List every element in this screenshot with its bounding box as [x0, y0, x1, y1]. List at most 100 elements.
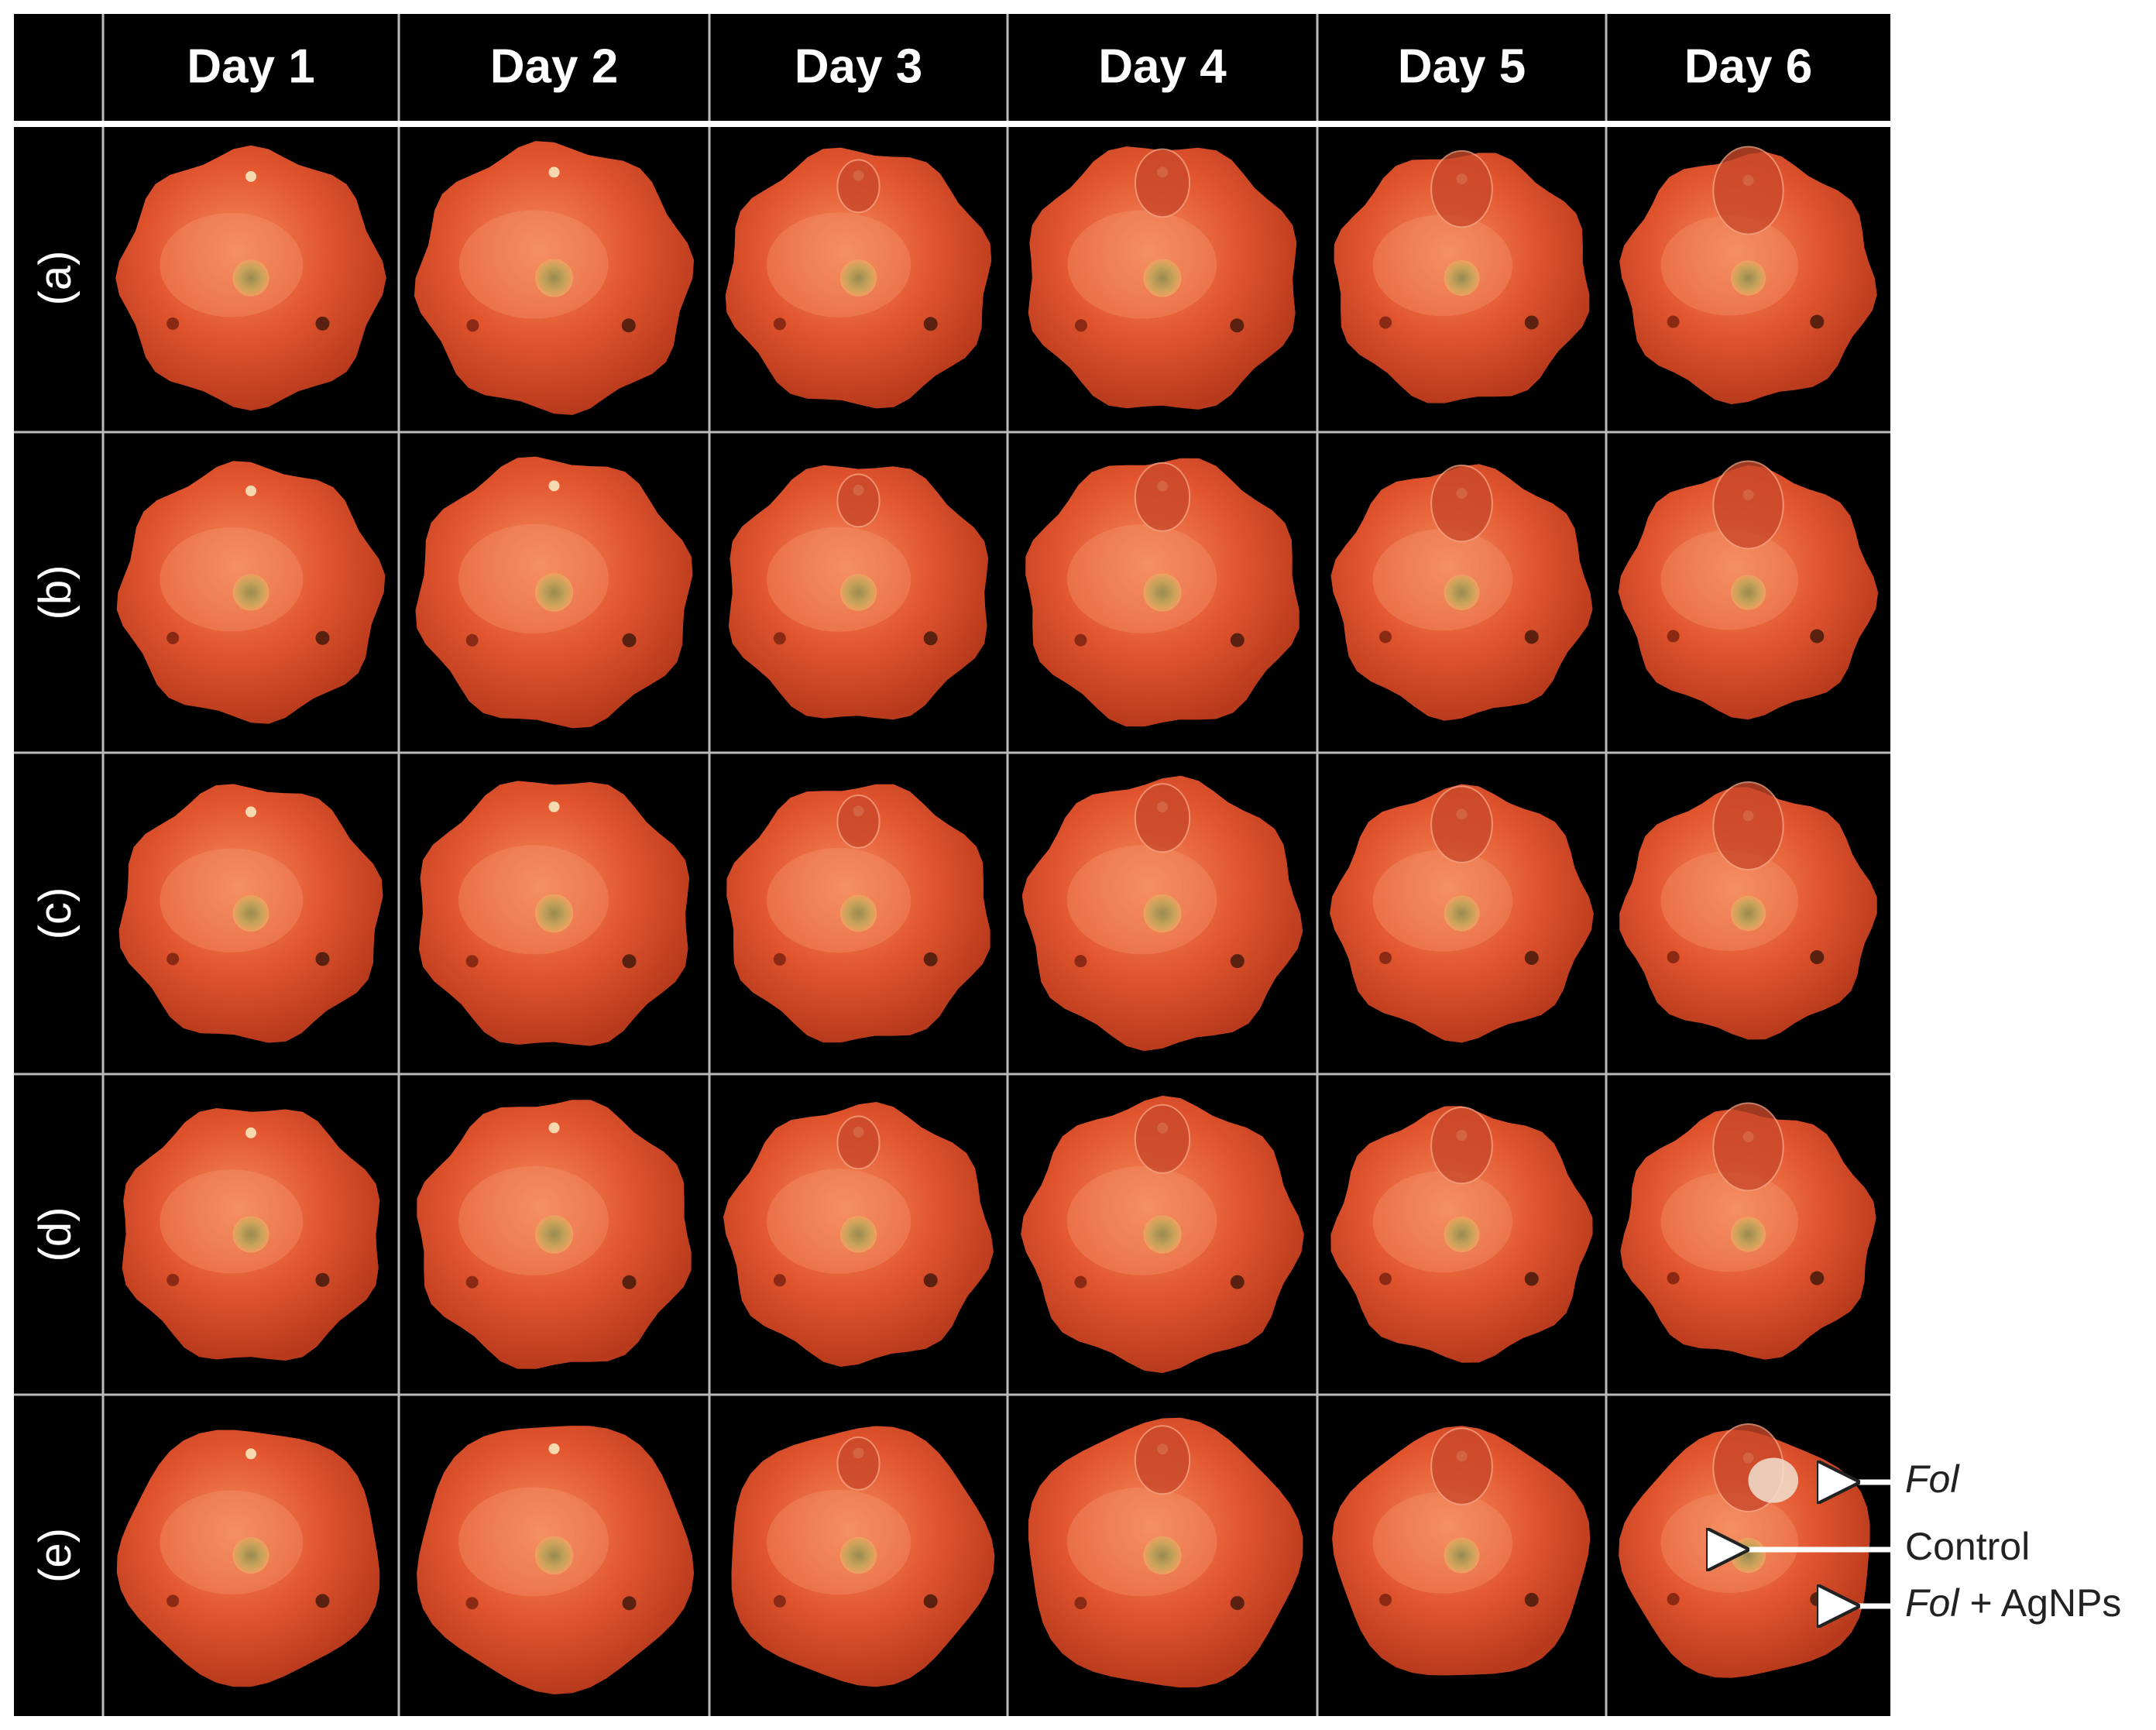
tomato: [1028, 1417, 1303, 1688]
tomato-highlight: [766, 847, 911, 953]
annotation-text: + AgNPs: [1969, 1581, 2121, 1625]
tomato-highlight: [458, 1165, 609, 1275]
tomato-highlight: [1372, 528, 1513, 631]
tomato-highlight: [1066, 1487, 1217, 1597]
tomato: [725, 147, 992, 409]
inoculation-point: [1810, 314, 1825, 329]
inoculation-point: [622, 1275, 637, 1289]
tomato-highlight: [160, 527, 304, 632]
inoculation-point: [315, 630, 330, 645]
inoculation-point: [773, 318, 786, 331]
tomato: [414, 141, 695, 415]
inoculation-point: [1524, 1592, 1539, 1607]
tomato: [1619, 146, 1877, 404]
inoculation-point: [1667, 630, 1680, 643]
inoculation-point: [548, 1443, 560, 1454]
inoculation-point: [245, 170, 256, 182]
lesion: [1712, 1102, 1784, 1192]
lesion: [1430, 1106, 1493, 1185]
inoculation-point: [1810, 629, 1825, 644]
stem-scar: [232, 574, 270, 611]
stem-scar: [1444, 1217, 1480, 1252]
stem-scar: [1730, 1217, 1766, 1252]
column-header: Day 1: [187, 39, 314, 93]
lesion: [1430, 785, 1493, 863]
inoculation-point: [548, 480, 560, 492]
inoculation-point: [1524, 630, 1539, 644]
tomato-highlight: [160, 1490, 304, 1594]
stem-scar: [1444, 260, 1480, 296]
tomato: [731, 1426, 995, 1687]
tomato: [417, 1100, 692, 1369]
fungal-growth: [1748, 1457, 1799, 1503]
inoculation-point: [315, 1272, 330, 1287]
stem-scar: [1444, 1537, 1480, 1574]
tomato: [116, 1430, 380, 1687]
tomato-highlight: [1066, 1166, 1217, 1275]
inoculation-point: [773, 1594, 786, 1608]
inoculation-point: [315, 952, 330, 966]
inoculation-point: [773, 953, 786, 966]
inoculation-point: [1074, 319, 1087, 332]
tomato: [415, 456, 693, 729]
inoculation-point: [923, 1594, 938, 1608]
inoculation-point: [1379, 1272, 1392, 1285]
row-label: (d): [30, 1207, 81, 1262]
tomato-highlight: [1372, 1170, 1513, 1273]
tomato: [726, 784, 990, 1043]
stem-scar: [232, 1216, 270, 1253]
row-label: (c): [30, 887, 81, 940]
tomato-highlight: [766, 212, 911, 318]
tomato-highlight: [1066, 524, 1217, 633]
inoculation-point: [1379, 1593, 1392, 1606]
stem-scar: [839, 574, 877, 611]
tomato-highlight: [458, 523, 609, 633]
inoculation-point: [1230, 633, 1245, 647]
lesion: [1430, 1427, 1493, 1505]
lesion: [1134, 1104, 1191, 1174]
inoculation-point: [1810, 1592, 1825, 1607]
tomato: [1330, 1106, 1593, 1363]
tomato-highlight: [1660, 1172, 1799, 1272]
tomato: [118, 784, 383, 1043]
lesion: [1712, 460, 1784, 550]
annotation-label: Control: [1905, 1525, 2030, 1568]
tomato: [1620, 1102, 1876, 1360]
annotation-italic: Fol: [1905, 1581, 1960, 1625]
tomato-highlight: [1067, 210, 1217, 319]
tomato: [418, 781, 690, 1046]
inoculation-point: [1379, 316, 1392, 329]
inoculation-point: [245, 1127, 256, 1138]
stem-scar: [534, 573, 574, 612]
tomato: [1025, 458, 1299, 727]
inoculation-point: [315, 1594, 330, 1608]
inoculation-point: [923, 631, 938, 646]
inoculation-point: [621, 318, 636, 333]
lesion: [1430, 149, 1493, 228]
inoculation-point: [465, 1597, 479, 1610]
stem-scar: [534, 259, 574, 297]
stem-scar: [1730, 260, 1766, 296]
inoculation-point: [923, 952, 938, 966]
stem-scar: [839, 259, 877, 297]
tomato: [1619, 781, 1877, 1040]
tomato: [122, 1108, 380, 1361]
inoculation-point: [1667, 1593, 1680, 1606]
inoculation-point: [622, 1596, 637, 1611]
stem-scar: [534, 1215, 574, 1254]
lesion: [1430, 464, 1493, 543]
inoculation-point: [167, 1273, 180, 1286]
inoculation-point: [466, 319, 479, 332]
inoculation-point: [245, 485, 256, 496]
inoculation-point: [1074, 955, 1087, 968]
tomato-highlight: [1372, 1491, 1513, 1594]
row-label: (a): [30, 251, 81, 306]
stem-scar: [1143, 573, 1182, 612]
stem-scar: [1143, 259, 1182, 297]
inoculation-point: [167, 317, 180, 330]
inoculation-point: [1379, 630, 1392, 644]
tomato-highlight: [766, 527, 911, 632]
stem-scar: [1730, 1537, 1766, 1574]
inoculation-point: [167, 1594, 180, 1608]
stem-scar: [1444, 575, 1480, 610]
